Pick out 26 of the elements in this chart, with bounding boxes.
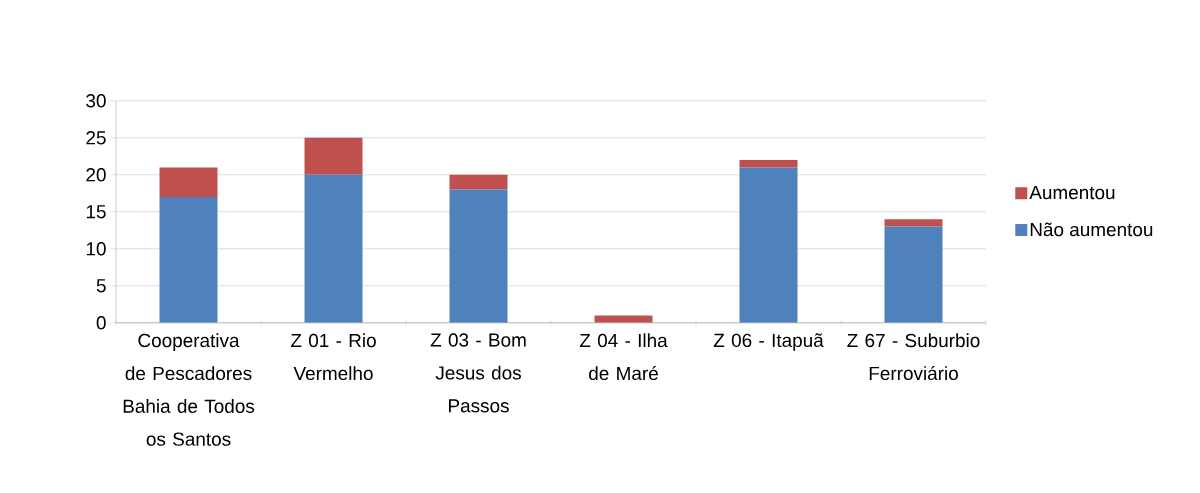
legend-label: Não aumentou	[1030, 222, 1153, 237]
bar	[884, 226, 943, 323]
bar	[304, 174, 363, 323]
bar	[594, 315, 653, 323]
x-tick-label: Cooperativa de Pescadores Bahia de Todos os Santos	[123, 333, 255, 446]
bar	[884, 219, 943, 227]
y-tick-label: 25	[86, 131, 106, 145]
bar	[739, 159, 798, 168]
legend-label: Aumentou	[1029, 186, 1115, 200]
y-tick-label: 0	[96, 316, 106, 330]
bar	[159, 196, 218, 323]
bar	[159, 167, 218, 197]
x-tick-label: Z 03 - Bom Jesus dos Passos	[430, 333, 526, 413]
bar	[304, 137, 363, 175]
y-tick-label: 15	[86, 205, 106, 219]
x-tick-label: Z 04 - Ilha de Maré	[579, 333, 668, 381]
y-tick-label: 5	[96, 279, 106, 293]
y-tick-label: 20	[86, 168, 106, 182]
bar	[449, 189, 508, 323]
bar	[449, 174, 508, 190]
x-tick-label: Z 06 - Itapuã	[713, 333, 824, 351]
y-tick-label: 30	[86, 94, 106, 108]
bar	[739, 167, 798, 323]
x-tick-label: Z 67 - Suburbio Ferroviário	[847, 333, 980, 381]
x-tick-label: Z 01 - Rio Vermelho	[290, 333, 376, 381]
y-tick-label: 10	[86, 242, 106, 256]
